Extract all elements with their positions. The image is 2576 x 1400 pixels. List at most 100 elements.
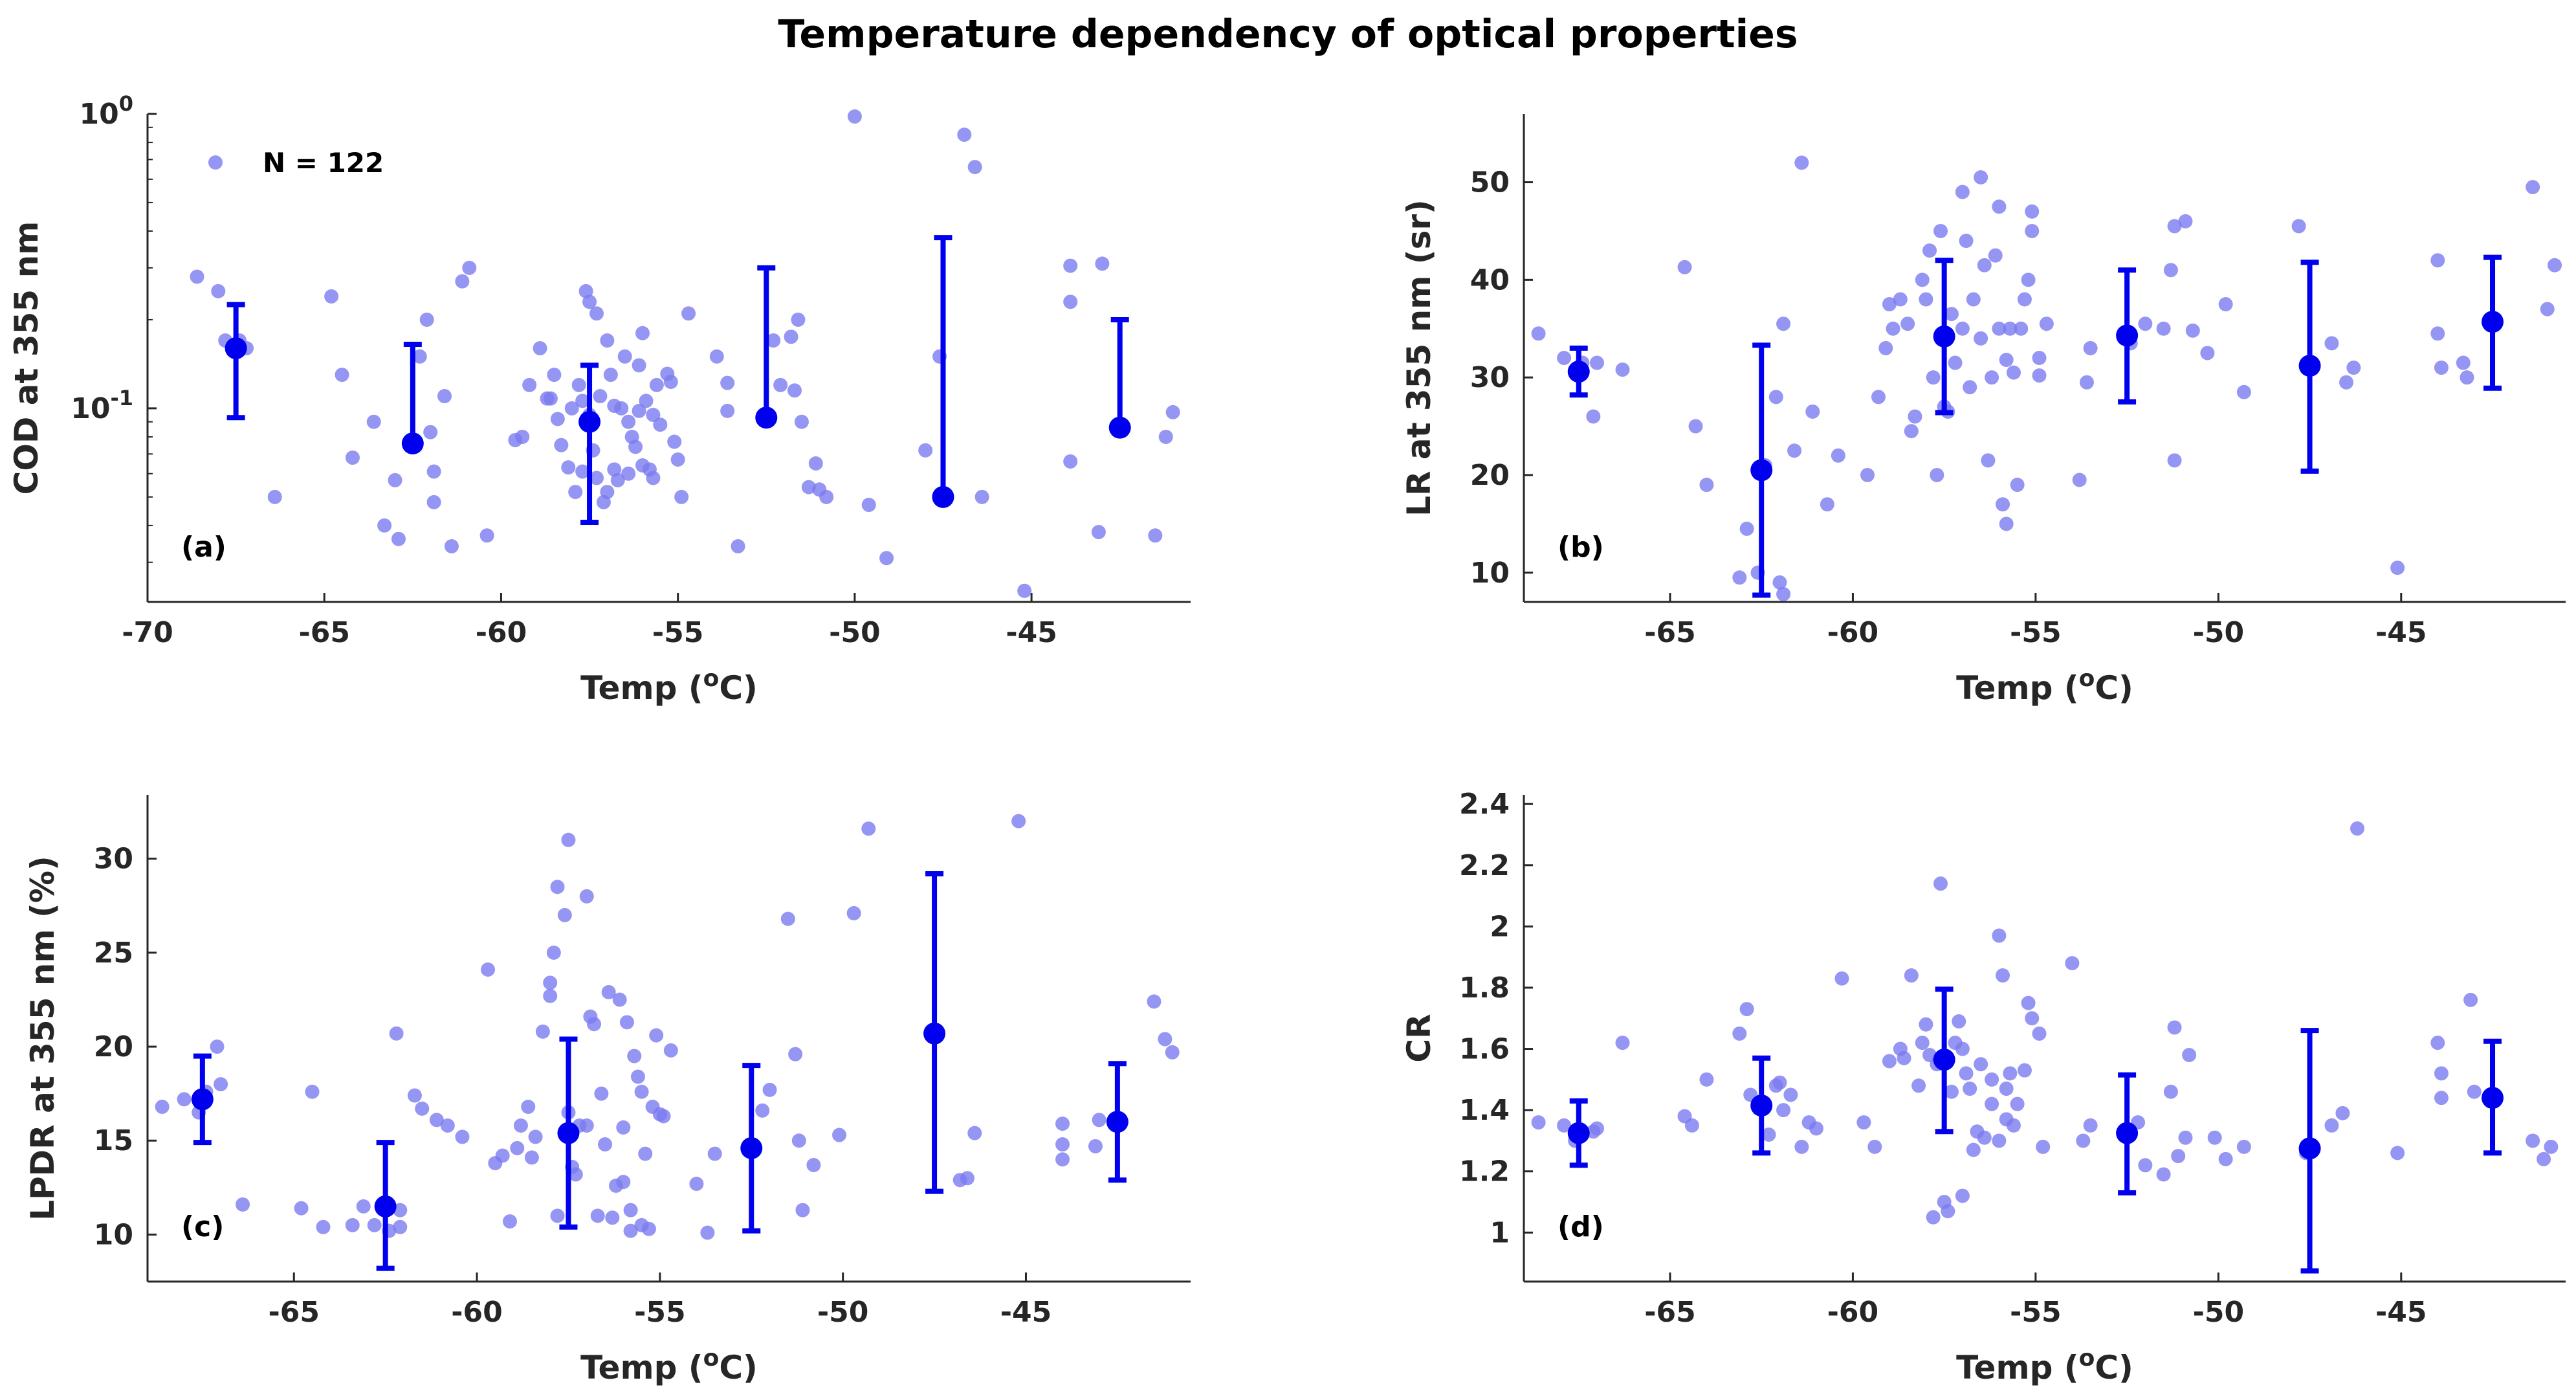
scatter-point xyxy=(612,992,627,1007)
scatter-point xyxy=(2218,297,2233,312)
scatter-point xyxy=(646,471,661,485)
scatter-point xyxy=(1878,340,1893,355)
scatter-point xyxy=(2021,995,2036,1010)
scatter-point xyxy=(1860,467,1875,482)
scatter-point xyxy=(2200,346,2215,361)
scatter-point xyxy=(2006,1118,2021,1133)
scatter-point xyxy=(564,401,579,416)
scatter-point xyxy=(1615,362,1630,377)
scatter-point xyxy=(670,452,685,467)
scatter-point xyxy=(2207,1130,2222,1145)
scatter-point xyxy=(1063,258,1078,273)
y-tick-label: 30 xyxy=(94,843,133,876)
y-tick-label: 1.8 xyxy=(1459,972,1510,1005)
scatter-point xyxy=(546,945,561,960)
scatter-point xyxy=(731,539,745,554)
scatter-point xyxy=(1768,390,1783,405)
scatter-point xyxy=(2010,478,2025,493)
scatter-point xyxy=(214,1077,228,1092)
scatter-point xyxy=(190,269,204,284)
y-tick-label: 40 xyxy=(1470,263,1510,296)
scatter-point xyxy=(1955,1188,1970,1203)
scatter-point xyxy=(1922,243,1937,258)
bin-mean-marker xyxy=(374,1195,397,1217)
scatter-point xyxy=(543,391,558,406)
scatter-point xyxy=(528,1129,543,1144)
scatter-point xyxy=(437,389,452,404)
scatter-point xyxy=(1977,258,1992,272)
scatter-point xyxy=(335,368,349,383)
scatter-point xyxy=(2076,1133,2091,1148)
scatter-point xyxy=(1930,467,1944,482)
x-axis-label: Temp (oC) xyxy=(580,1345,758,1386)
bin-mean-marker xyxy=(1567,1122,1590,1144)
x-axis-label: Temp (oC) xyxy=(580,665,758,707)
scatter-point xyxy=(861,498,876,513)
x-tick-label: -60 xyxy=(1827,1296,1879,1329)
x-tick-label: -65 xyxy=(298,616,350,649)
scatter-point xyxy=(2548,258,2562,272)
y-tick-label: 2 xyxy=(1490,910,1510,943)
scatter-point xyxy=(788,1047,803,1061)
scatter-point xyxy=(535,1024,550,1039)
x-tick-label: -50 xyxy=(2193,1296,2245,1329)
scatter-point xyxy=(177,1092,192,1107)
scatter-point xyxy=(2236,1139,2251,1154)
y-tick-label: 1.2 xyxy=(1459,1155,1510,1188)
scatter-point xyxy=(1992,321,2007,336)
scatter-point xyxy=(589,471,604,485)
bin-mean-marker xyxy=(2482,1087,2504,1109)
scatter-point xyxy=(2025,204,2040,219)
scatter-point xyxy=(1900,317,1915,331)
scatter-point xyxy=(1856,1115,1871,1130)
scatter-point xyxy=(2072,472,2087,487)
scatter-point xyxy=(393,1203,408,1217)
scatter-point xyxy=(575,464,590,479)
scatter-point xyxy=(762,1082,777,1097)
scatter-point xyxy=(1794,1139,1809,1154)
scatter-point xyxy=(522,377,537,392)
scatter-point xyxy=(2526,180,2540,195)
scatter-point xyxy=(419,312,434,327)
scatter-point xyxy=(1871,390,1886,405)
scatter-point xyxy=(791,312,806,327)
scatter-point xyxy=(1088,1139,1103,1153)
scatter-point xyxy=(1092,1113,1106,1128)
scatter-point xyxy=(1787,443,1802,458)
scatter-point xyxy=(1933,876,1948,891)
scatter-point xyxy=(656,1109,671,1124)
scatter-point xyxy=(1999,517,2014,531)
scatter-point xyxy=(720,375,735,390)
bin-mean-marker xyxy=(2116,324,2139,347)
scatter-point xyxy=(700,1225,715,1240)
scatter-point xyxy=(568,1167,583,1182)
y-tick-label: 50 xyxy=(1470,166,1510,199)
y-tick-label: 10 xyxy=(94,1218,133,1251)
scatter-point xyxy=(1915,1036,1930,1050)
scatter-point xyxy=(345,450,360,465)
scatter-point xyxy=(2083,340,2098,355)
scatter-point xyxy=(1165,405,1180,419)
scatter-point xyxy=(1820,497,1834,512)
x-tick-label: -45 xyxy=(2375,1296,2427,1329)
scatter-point xyxy=(1095,256,1110,271)
scatter-point xyxy=(663,374,678,389)
scatter-point xyxy=(521,1099,536,1114)
scatter-point xyxy=(2017,292,2032,307)
scatter-point xyxy=(918,443,933,458)
scatter-point xyxy=(616,1175,631,1190)
y-tick-label: 1.4 xyxy=(1459,1094,1510,1127)
scatter-point xyxy=(593,389,608,404)
scatter-point xyxy=(653,417,668,432)
scatter-point xyxy=(2434,361,2449,375)
panel-label: (b) xyxy=(1558,531,1604,564)
scatter-point xyxy=(787,383,802,398)
scatter-point xyxy=(2434,1066,2449,1081)
scatter-point xyxy=(689,1177,704,1192)
scatter-point xyxy=(1677,260,1692,274)
scatter-point xyxy=(1996,968,2010,983)
scatter-point xyxy=(366,414,381,429)
scatter-point xyxy=(780,911,795,926)
scatter-point xyxy=(377,518,392,533)
scatter-point xyxy=(795,1203,810,1217)
